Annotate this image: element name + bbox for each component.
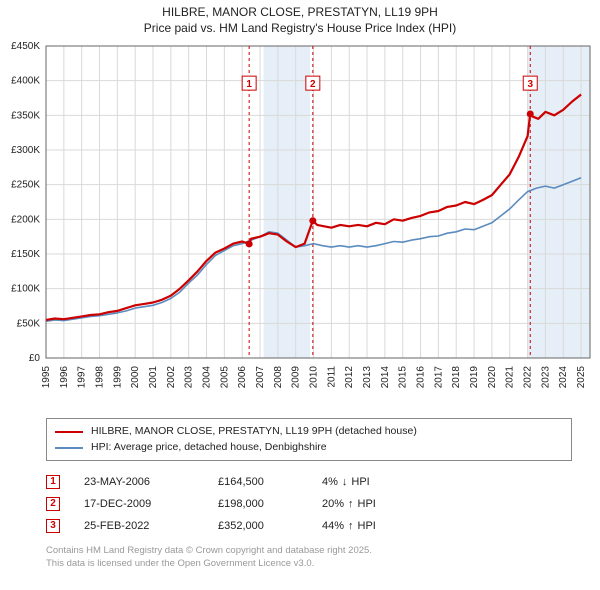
y-tick-label: £100K: [11, 284, 40, 295]
chart-svg: £0 £50K £100K £150K £200K £250K £300K £350K £400…: [0, 38, 600, 412]
sale-marker-box: 3: [46, 519, 60, 533]
sales-table: 123-MAY-2006£164,5004%↓HPI217-DEC-2009£1…: [46, 471, 572, 537]
x-tick-label: 2006: [237, 366, 248, 389]
page-container: HILBRE, MANOR CLOSE, PRESTATYN, LL19 9PH…: [0, 0, 600, 590]
x-tick-label: 2013: [362, 366, 373, 389]
sale-row: 1 23-MAY-2006 £164,500 4% ↓HPI: [46, 471, 572, 493]
sale-arrow-icon: ↓: [342, 476, 348, 488]
x-tick-label: 2016: [416, 366, 427, 389]
sale-diff: 44% ↑ HPI: [322, 520, 412, 532]
x-tick-label: 1997: [77, 366, 88, 389]
sale-dot: [246, 241, 253, 248]
sale-date: 23-MAY-2006: [84, 476, 194, 488]
x-tick-label: 2004: [202, 366, 213, 389]
title-line-1: HILBRE, MANOR CLOSE, PRESTATYN, LL19 9PH: [0, 4, 600, 20]
x-tick-label: 2010: [309, 366, 320, 389]
sale-diff: 20% ↑ HPI: [322, 498, 412, 510]
x-tick-label: 2009: [291, 366, 302, 389]
sale-arrow-icon: ↑: [348, 498, 354, 510]
sale-marker-on-chart: 2: [310, 80, 316, 91]
sale-row: 3 25-FEB-2022 £352,000 44% ↑ HPI: [46, 515, 572, 537]
chart-area: £0 £50K £100K £150K £200K £250K £300K £350K £400…: [0, 38, 600, 412]
sale-price: £352,000: [218, 520, 298, 532]
y-tick-label: £400K: [11, 76, 40, 87]
legend-row: HPI: Average price, detached house, Denb…: [55, 440, 563, 456]
sale-suffix: HPI: [351, 476, 369, 488]
x-tick-label: 2018: [451, 366, 462, 389]
legend-row: HILBRE, MANOR CLOSE, PRESTATYN, LL19 9PH…: [55, 424, 563, 440]
legend: HILBRE, MANOR CLOSE, PRESTATYN, LL19 9PH…: [46, 418, 572, 461]
legend-swatch: [55, 431, 83, 433]
x-tick-label: 2011: [326, 366, 337, 388]
sale-row: 2 17-DEC-2009 £198,000 20% ↑ HPI: [46, 493, 572, 515]
y-tick-label: £150K: [11, 249, 40, 260]
sale-date: 25-FEB-2022: [84, 520, 194, 532]
x-tick-label: 2022: [523, 366, 534, 389]
sale-arrow-icon: ↑: [348, 520, 354, 532]
x-tick-label: 2015: [398, 366, 409, 389]
sale-suffix: HPI: [358, 520, 376, 532]
x-tick-label: 1998: [95, 366, 106, 389]
sale-date: 17-DEC-2009: [84, 498, 194, 510]
x-tick-label: 2014: [380, 366, 391, 389]
x-tick-label: 2023: [540, 366, 551, 389]
chart-titles: HILBRE, MANOR CLOSE, PRESTATYN, LL19 9PH…: [0, 0, 600, 38]
x-tick-label: 2005: [219, 366, 230, 389]
legend-swatch: [55, 447, 83, 449]
sale-price: £164,500: [218, 476, 298, 488]
y-tick-label: £200K: [11, 215, 40, 226]
y-tick-label: £0: [29, 353, 41, 364]
legend-label: HILBRE, MANOR CLOSE, PRESTATYN, LL19 9PH…: [91, 424, 417, 440]
sale-marker-on-chart: 3: [527, 80, 533, 91]
y-tick-label: £300K: [11, 145, 40, 156]
sale-dot: [527, 111, 534, 118]
sale-suffix: HPI: [358, 498, 376, 510]
sale-marker-box: 2: [46, 497, 60, 511]
y-tick-label: £350K: [11, 111, 40, 122]
footer-line-1: Contains HM Land Registry data © Crown c…: [46, 545, 572, 558]
sale-pct: 4%: [322, 476, 338, 488]
legend-label: HPI: Average price, detached house, Denb…: [91, 440, 327, 456]
x-tick-label: 2001: [148, 366, 159, 389]
sale-marker-on-chart: 1: [246, 80, 252, 91]
x-tick-label: 2000: [130, 366, 141, 389]
y-tick-label: £450K: [11, 41, 40, 52]
x-tick-label: 2003: [184, 366, 195, 389]
x-tick-label: 2020: [487, 366, 498, 389]
x-tick-label: 2008: [273, 366, 284, 389]
x-tick-label: 2002: [166, 366, 177, 389]
sale-marker-box: 1: [46, 475, 60, 489]
x-tick-label: 2021: [505, 366, 516, 389]
x-tick-label: 1995: [41, 366, 52, 389]
sale-pct: 20%: [322, 498, 344, 510]
x-tick-label: 2025: [576, 366, 587, 389]
x-tick-label: 2012: [344, 366, 355, 389]
y-tick-label: £250K: [11, 180, 40, 191]
sale-price: £198,000: [218, 498, 298, 510]
x-tick-label: 1996: [59, 366, 70, 389]
sale-pct: 44%: [322, 520, 344, 532]
x-tick-label: 2017: [433, 366, 444, 389]
sale-diff: 4% ↓HPI: [322, 476, 412, 488]
x-tick-label: 2024: [558, 366, 569, 389]
sale-dot: [309, 218, 316, 225]
x-tick-label: 2019: [469, 366, 480, 389]
y-tick-label: £50K: [17, 319, 41, 330]
footer-line-2: This data is licensed under the Open Gov…: [46, 558, 572, 571]
x-tick-label: 1999: [112, 366, 123, 389]
title-line-2: Price paid vs. HM Land Registry's House …: [0, 20, 600, 36]
footer: Contains HM Land Registry data © Crown c…: [46, 545, 572, 571]
x-tick-label: 2007: [255, 366, 266, 389]
